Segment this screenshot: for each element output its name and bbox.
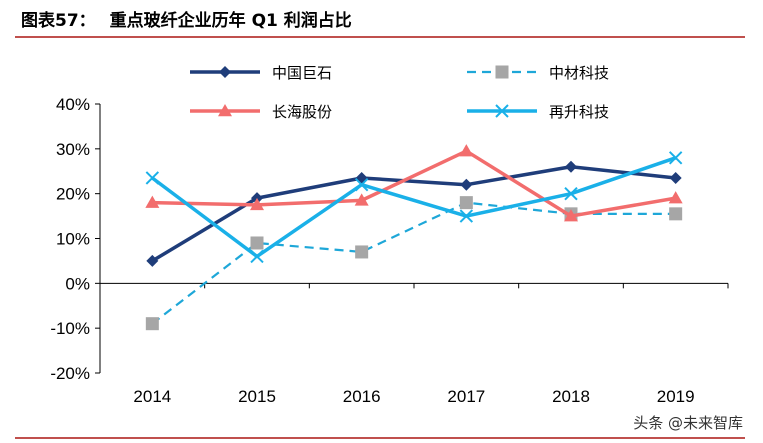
legend-label-4: 再升科技 [549,103,609,121]
series-4-point [145,171,160,185]
series-3-point [145,195,160,208]
x-tick-label: 2019 [657,387,695,406]
legend-label-3: 长海股份 [272,103,332,121]
legend-marker-1 [219,66,231,78]
y-tick-label: 20% [56,185,90,204]
series-2-point [669,207,683,221]
legend-marker-4 [495,104,509,118]
series-3-point [250,197,264,211]
y-tick-label: 0% [65,274,90,293]
series-line-4 [151,156,677,259]
series-1-point [565,160,577,173]
series-line-2 [151,201,676,325]
y-tick-label: -20% [50,364,90,383]
series-1-point [146,254,159,267]
series-1-point [669,171,682,184]
watermark: 头条 @未来智库 [633,414,743,432]
series-2-point [355,245,369,259]
y-tick-label: 10% [56,230,90,249]
series-line-3 [152,149,676,218]
series-3-point [564,209,578,222]
series-4-point [668,151,683,165]
series-line-1 [151,165,676,263]
chart-title: 图表57： 重点玻纤企业历年 Q1 利润占比 [21,6,366,31]
x-tick-label: 2015 [238,387,276,406]
figure-label: 图表57： [21,11,96,31]
x-tick-label: 2017 [447,387,485,406]
series-3-point [668,191,683,204]
legend-label-2: 中材科技 [549,64,609,82]
series-4-point [459,209,474,223]
title-text: 重点玻纤企业历年 Q1 利润占比 [109,11,352,31]
y-tick-label: 30% [56,140,90,159]
series-3-point [459,144,474,157]
legend-label-1: 中国巨石 [272,64,332,82]
x-tick-label: 2016 [343,387,381,406]
series-2-point [145,317,159,331]
series-2-point [459,196,473,210]
series-1-point [355,171,368,184]
series-4-point [354,177,369,192]
y-tick-label: 40% [56,95,90,114]
x-tick-label: 2018 [552,387,590,406]
top-divider [15,36,745,38]
legend-marker-3 [218,104,232,117]
series-3-point [354,193,369,206]
series-4-point [250,249,264,264]
series-2-point [250,236,264,250]
bottom-divider [15,437,745,439]
legend-marker-2 [495,65,509,79]
series-4-point [564,186,578,201]
series-1-point [460,178,473,191]
x-tick-label: 2014 [133,387,171,406]
y-tick-label: -10% [50,319,90,338]
